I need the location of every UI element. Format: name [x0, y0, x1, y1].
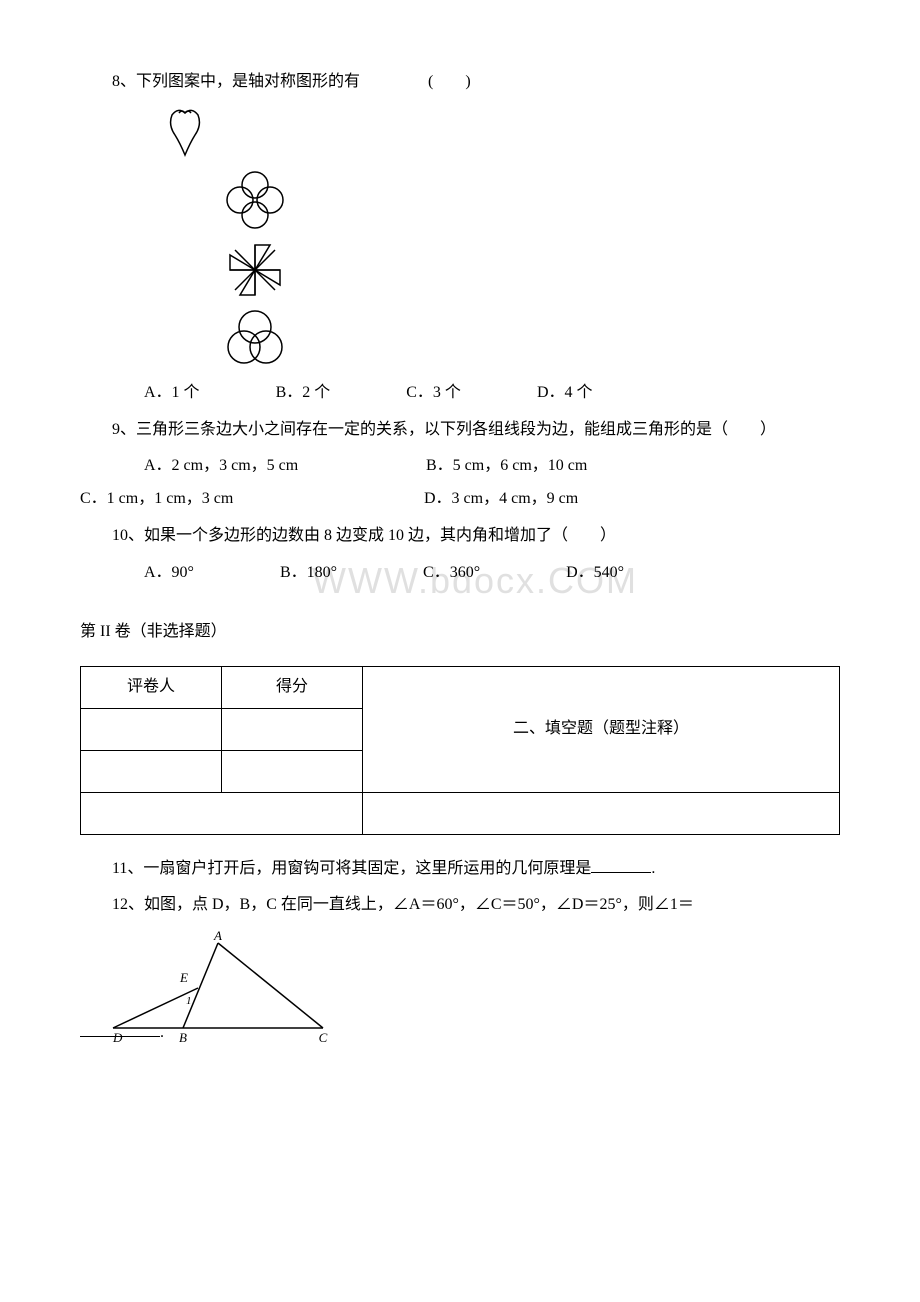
q8-options: A．1 个 B．2 个 C．3 个 D．4 个 — [80, 379, 840, 408]
q12-figure-row: . A E 1 D B C — [80, 928, 840, 1048]
q12-label-E: E — [179, 970, 188, 985]
grading-blank6 — [363, 792, 840, 834]
grading-col2: 得分 — [222, 667, 363, 709]
q8-fig1 — [160, 105, 210, 165]
q10-optB: B．180° — [248, 559, 337, 588]
q11-stem-before: 11、一扇窗户打开后，用窗钩可将其固定，这里所运用的几何原理是 — [112, 860, 591, 877]
q8-optC: C．3 个 — [374, 379, 461, 408]
q12-label-C: C — [319, 1030, 328, 1045]
q12-label-A: A — [213, 928, 222, 943]
q12: 12、如图，点 D，B，C 在同一直线上，∠A＝60°，∠C＝50°，∠D＝25… — [80, 891, 840, 920]
q9-options-row2: C．1 cm，1 cm，3 cm D．3 cm，4 cm，9 cm — [80, 485, 840, 514]
q10-stem-text: 10、如果一个多边形的边数由 8 边变成 10 边，其内角和增加了（ ） — [112, 527, 616, 544]
q8-fig3 — [220, 235, 290, 305]
q9-optA: A．2 cm，3 cm，5 cm — [112, 452, 422, 481]
q9-optC: C．1 cm，1 cm，3 cm — [80, 485, 420, 514]
q8-fig2 — [220, 165, 290, 235]
q10-stem: 10、如果一个多边形的边数由 8 边变成 10 边，其内角和增加了（ ） — [80, 522, 840, 551]
q8-optD: D．4 个 — [505, 379, 593, 408]
q9-options-row1: A．2 cm，3 cm，5 cm B．5 cm，6 cm，10 cm — [80, 452, 840, 481]
q12-label-1: 1 — [186, 995, 192, 1007]
q11-stem-after: . — [651, 860, 655, 877]
grading-table: 评卷人 得分 二、填空题（题型注释） — [80, 666, 840, 834]
q12-figure: A E 1 D B C — [98, 928, 338, 1048]
q12-label-D: D — [112, 1030, 123, 1045]
q11: 11、一扇窗户打开后，用窗钩可将其固定，这里所运用的几何原理是. — [80, 855, 840, 884]
q12-stem-before: 12、如图，点 D，B，C 在同一直线上，∠A＝60°，∠C＝50°，∠D＝25… — [112, 896, 694, 913]
grading-blank2 — [222, 709, 363, 751]
q10-options: WWW.bdocx.COM A．90° B．180° C．360° D．540° — [80, 559, 840, 588]
q8-stem: 8、下列图案中，是轴对称图形的有 ( ) — [80, 68, 840, 97]
q10-optA: A．90° — [112, 559, 194, 588]
q9-stem: 9、三角形三条边大小之间存在一定的关系，以下列各组线段为边，能组成三角形的是（ … — [80, 416, 840, 445]
q11-blank — [591, 856, 651, 873]
grading-blank1 — [81, 709, 222, 751]
q9-optB: B．5 cm，6 cm，10 cm — [426, 457, 587, 474]
q8-figures — [80, 105, 840, 375]
q8-fig4 — [220, 305, 290, 375]
grading-col1: 评卷人 — [81, 667, 222, 709]
q8-optB: B．2 个 — [244, 379, 331, 408]
grading-heading: 二、填空题（题型注释） — [363, 667, 840, 792]
q10-optC: C．360° — [391, 559, 480, 588]
grading-blank3 — [81, 750, 222, 792]
section2-title: 第 II 卷（非选择题） — [80, 618, 840, 647]
grading-blank5 — [81, 792, 363, 834]
grading-blank4 — [222, 750, 363, 792]
q8-optA: A．1 个 — [112, 379, 200, 408]
q9-optD: D．3 cm，4 cm，9 cm — [424, 490, 578, 507]
q10-optD: D．540° — [534, 559, 624, 588]
q12-label-B: B — [179, 1030, 187, 1045]
